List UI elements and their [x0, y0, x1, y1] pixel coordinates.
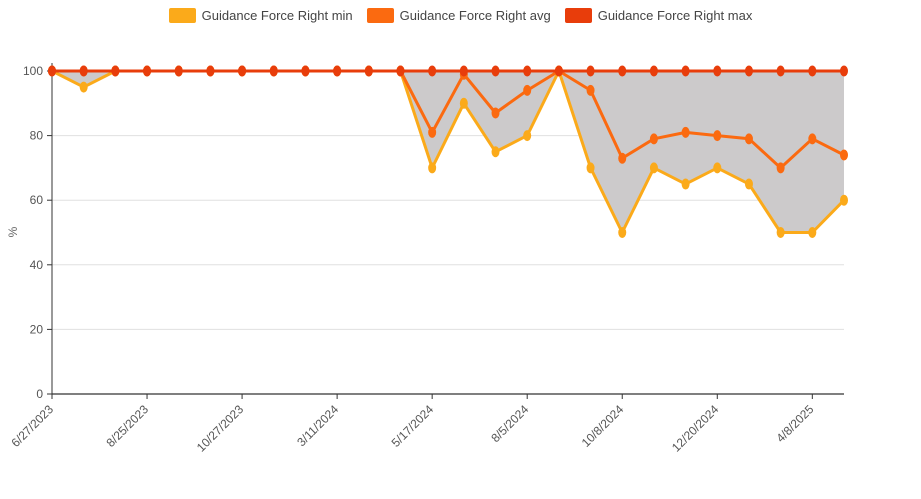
data-point: [238, 65, 247, 77]
legend-item-max[interactable]: Guidance Force Right max: [564, 8, 753, 23]
data-point: [586, 162, 595, 174]
legend-label-avg: Guidance Force Right avg: [399, 8, 551, 23]
data-point: [618, 65, 627, 77]
data-point: [111, 65, 120, 77]
y-tick-label: 0: [36, 387, 43, 401]
data-point: [554, 65, 563, 77]
data-point: [808, 65, 817, 77]
x-tick-label: 4/8/2025: [774, 402, 817, 445]
x-tick-label: 8/25/2023: [104, 402, 152, 450]
data-point: [681, 126, 690, 138]
data-point: [586, 84, 595, 96]
data-point: [206, 65, 215, 77]
data-point: [491, 107, 500, 119]
band-area: [52, 71, 844, 233]
y-tick-label: 40: [30, 258, 44, 272]
legend: Guidance Force Right min Guidance Force …: [0, 8, 921, 23]
data-point: [776, 65, 785, 77]
data-point: [649, 65, 658, 77]
x-tick-label: 8/5/2024: [488, 402, 531, 445]
data-point: [301, 65, 310, 77]
data-point: [143, 65, 152, 77]
y-tick-label: 20: [30, 322, 44, 336]
data-point: [174, 65, 183, 77]
legend-item-avg[interactable]: Guidance Force Right avg: [366, 8, 551, 23]
data-point: [776, 227, 785, 238]
data-point: [776, 162, 785, 174]
data-point: [840, 65, 848, 77]
data-point: [808, 133, 817, 145]
data-point: [269, 65, 278, 77]
data-point: [840, 149, 848, 161]
legend-item-min[interactable]: Guidance Force Right min: [168, 8, 353, 23]
x-tick-label: 6/27/2023: [8, 402, 56, 450]
data-point: [681, 65, 690, 77]
data-point: [428, 65, 437, 77]
data-point: [713, 65, 722, 77]
legend-label-max: Guidance Force Right max: [597, 8, 753, 23]
data-point: [840, 194, 848, 206]
y-tick-label: 80: [30, 129, 44, 143]
data-point: [523, 130, 532, 142]
legend-swatch-avg: [366, 8, 394, 23]
data-point: [808, 227, 817, 238]
data-point: [459, 97, 468, 109]
data-point: [48, 65, 56, 77]
y-tick-label: 100: [23, 64, 43, 78]
data-point: [491, 146, 500, 158]
data-point: [396, 65, 405, 77]
legend-swatch-max: [564, 8, 592, 23]
data-point: [79, 65, 88, 77]
data-point: [523, 65, 532, 77]
min-max-band: [52, 71, 844, 233]
x-tick-label: 3/11/2024: [294, 402, 341, 449]
data-point: [713, 130, 722, 142]
data-point: [649, 162, 658, 174]
data-point: [459, 65, 468, 77]
y-tick-label: 60: [30, 193, 44, 207]
data-point: [428, 162, 437, 174]
x-tick-label: 12/20/2024: [669, 402, 722, 455]
x-tick-label: 10/8/2024: [579, 402, 627, 450]
data-point: [586, 65, 595, 77]
x-tick-label: 10/27/2023: [194, 402, 247, 455]
data-point: [491, 65, 500, 77]
data-point: [618, 152, 627, 164]
series-2: [48, 65, 848, 77]
data-point: [744, 178, 753, 190]
data-point: [744, 65, 753, 77]
data-point: [364, 65, 373, 77]
data-point: [333, 65, 342, 77]
data-point: [681, 178, 690, 190]
data-point: [744, 133, 753, 145]
data-point: [649, 133, 658, 145]
legend-label-min: Guidance Force Right min: [201, 8, 353, 23]
y-axis-label: %: [6, 226, 20, 237]
series-lines: [48, 65, 848, 238]
data-point: [523, 84, 532, 96]
data-point: [79, 81, 88, 93]
x-tick-label: 5/17/2024: [389, 402, 437, 450]
data-point: [618, 227, 627, 238]
legend-swatch-min: [168, 8, 196, 23]
data-point: [713, 162, 722, 174]
data-point: [428, 126, 437, 138]
